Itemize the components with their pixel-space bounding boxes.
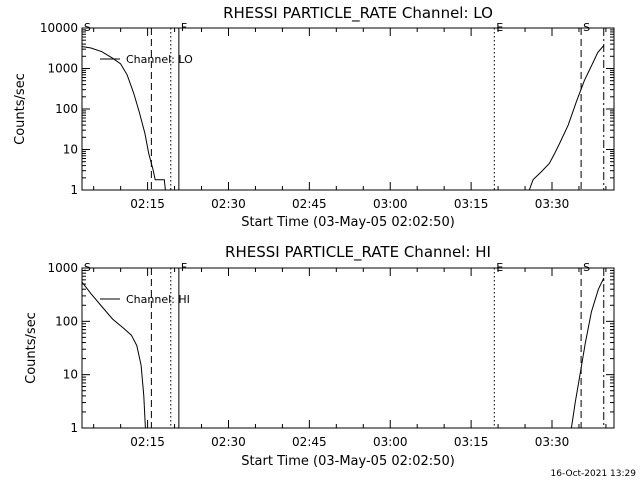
panel1-x-tick-label: 03:15 (454, 197, 489, 211)
panel1-series-line (81, 46, 166, 191)
panel2-y-tick-label: 10 (63, 368, 78, 382)
panel2-y-tick-label: 100 (55, 314, 78, 328)
panel2-marker-label: F (181, 261, 187, 274)
panel2-x-tick-label: 02:30 (211, 435, 246, 449)
panel1-x-tick-label: 03:30 (535, 197, 570, 211)
timestamp-label: 16-Oct-2021 13:29 (551, 469, 637, 479)
panel1-marker-label: S (84, 21, 91, 34)
panel2-series-line (570, 277, 605, 429)
panel1-x-tick-label: 02:45 (292, 197, 327, 211)
panel2-marker-label: S (84, 261, 91, 274)
panel1-series-line (528, 45, 605, 191)
panel2-x-tick-label: 02:45 (292, 435, 327, 449)
panel2-y-axis-label: Counts/sec (24, 312, 39, 384)
panel2-plot-frame (81, 267, 615, 429)
panel1-y-tick-label: 10 (63, 143, 78, 157)
panel2-series-line (81, 281, 146, 429)
panel1-x-tick-label: 03:00 (373, 197, 408, 211)
panel2-marker-label: S (583, 261, 590, 274)
panel2-x-tick-label: 03:00 (373, 435, 408, 449)
panel1-y-axis-label: Counts/sec (13, 73, 28, 145)
panel1-title: RHESSI PARTICLE_RATE Channel: LO (223, 4, 493, 23)
panel1-y-tick-label: 10000 (40, 21, 78, 35)
panel1-marker-label: F (181, 21, 187, 34)
panel1-x-axis-label: Start Time (03-May-05 02:02:50) (241, 215, 455, 230)
panel2-marker-label: E (496, 261, 503, 274)
panel1-y-tick-label: 1 (70, 183, 78, 197)
panel2-x-tick-label: 03:30 (535, 435, 570, 449)
panel2-y-tick-label: 1 (70, 421, 78, 435)
panel2-legend-label: Channel: HI (126, 293, 190, 306)
panel1-x-tick-label: 02:15 (130, 197, 165, 211)
panel2-x-tick-label: 03:15 (454, 435, 489, 449)
panel2-x-axis-label: Start Time (03-May-05 02:02:50) (241, 454, 455, 469)
panel2-y-tick-label: 1000 (47, 261, 78, 275)
panel1-x-tick-label: 02:30 (211, 197, 246, 211)
panel1-legend-label: Channel: LO (126, 53, 193, 66)
panel1-marker-label: S (583, 21, 590, 34)
panel2-x-tick-label: 02:15 (130, 435, 165, 449)
panel2-title: RHESSI PARTICLE_RATE Channel: HI (225, 243, 491, 262)
panel1-y-tick-label: 100 (55, 102, 78, 116)
panel1-marker-label: E (496, 21, 503, 34)
panel1-y-tick-label: 1000 (47, 62, 78, 76)
